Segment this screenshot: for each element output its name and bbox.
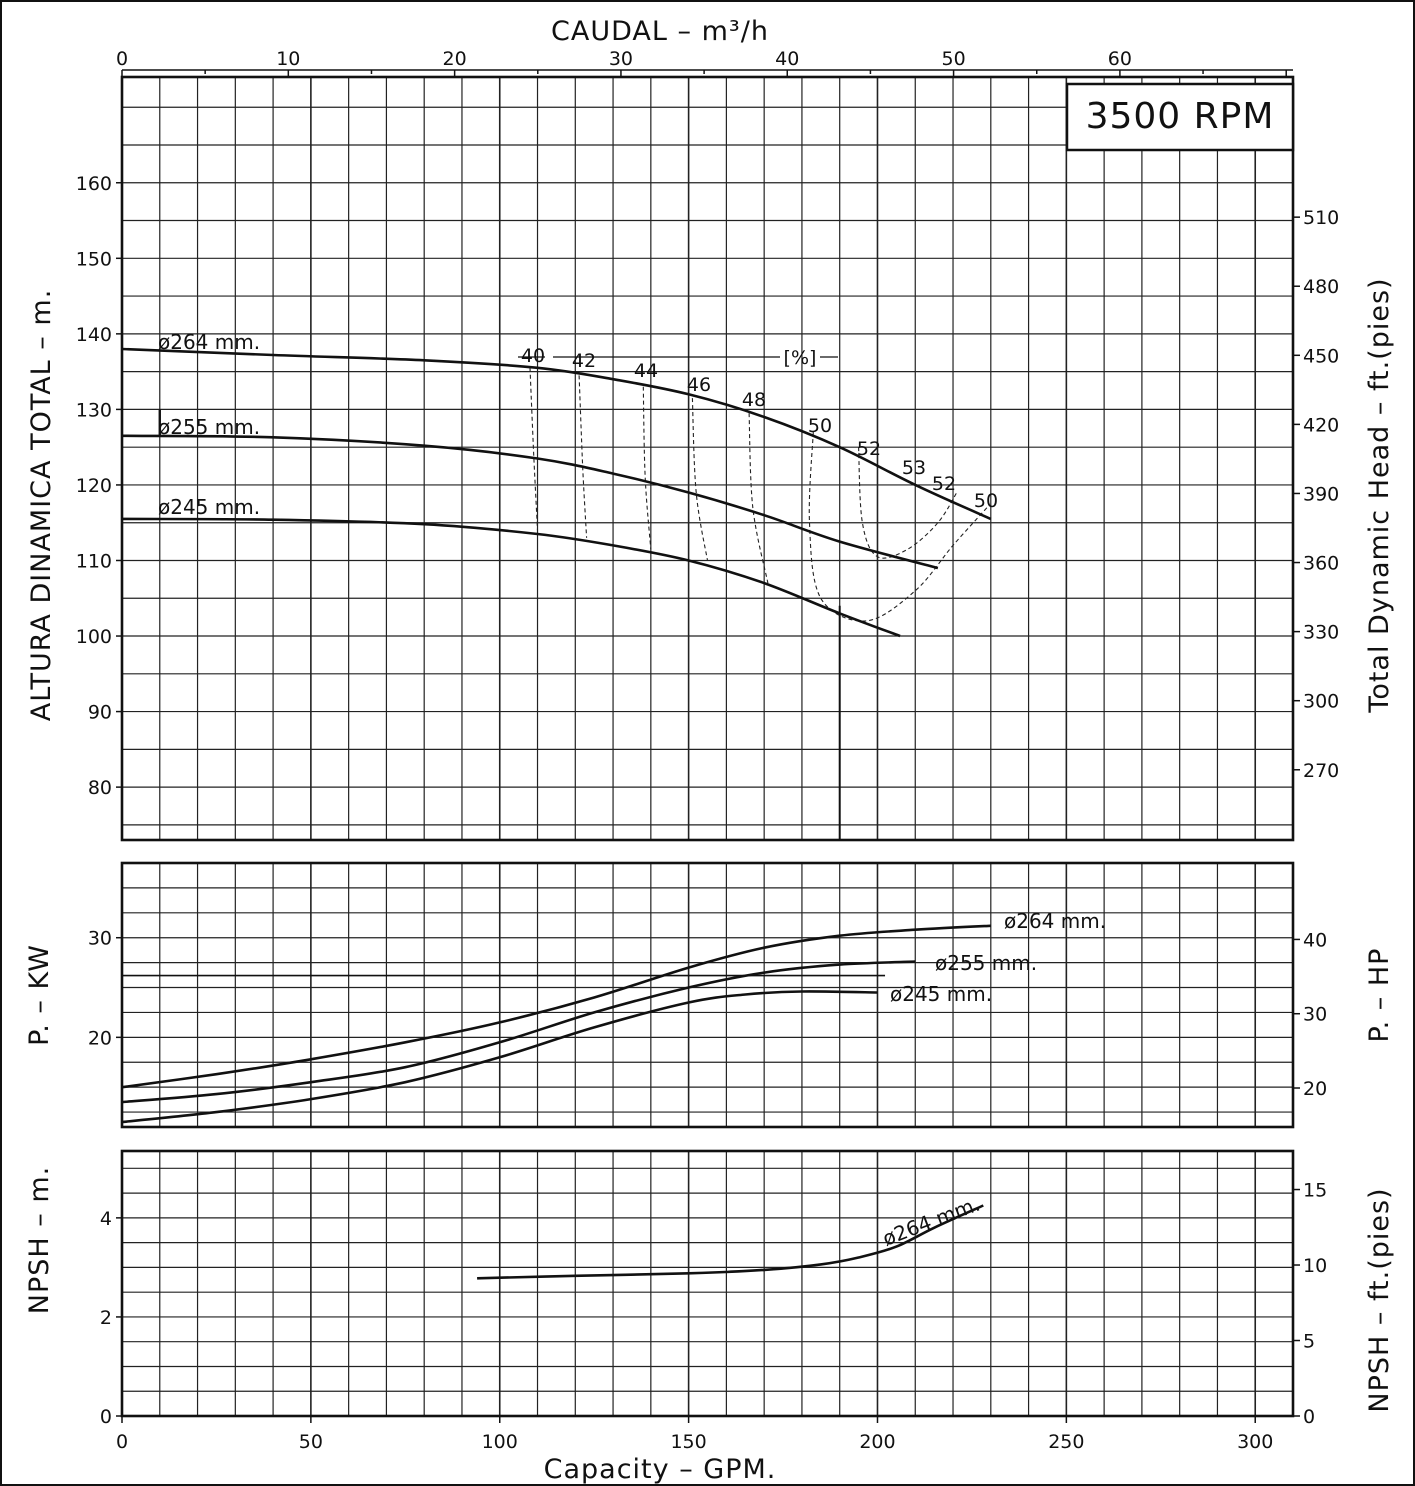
- npsh-right-tick-label: 10: [1303, 1255, 1327, 1277]
- power-left-axis-title: P. – KW: [24, 944, 55, 1046]
- npsh-right-tick-label: 5: [1303, 1331, 1315, 1353]
- top-x-tick-label: 10: [276, 48, 300, 70]
- efficiency-label: 52: [857, 438, 881, 460]
- rpm-box: [1065, 82, 1295, 152]
- efficiency-label: 40: [521, 345, 545, 367]
- head-left-tick-label: 140: [76, 324, 112, 346]
- npsh-right-axis-title: NPSH – ft.(pies): [1364, 1187, 1395, 1412]
- head-right-tick-label: 300: [1303, 691, 1339, 713]
- efficiency-contour-42: [578, 375, 588, 538]
- head-left-tick-label: 100: [76, 626, 112, 648]
- head-left-tick-label: 110: [76, 550, 112, 572]
- head-curve-label: ø255 mm.: [158, 415, 260, 439]
- head-right-tick-label: 450: [1303, 345, 1339, 367]
- top-x-axis-title: CAUDAL – m³/h: [551, 16, 769, 47]
- efficiency-label: 42: [572, 350, 596, 372]
- npsh-left-tick-label: 0: [100, 1406, 112, 1428]
- npsh-left-tick-label: 2: [100, 1307, 112, 1329]
- efficiency-label: 53: [902, 457, 926, 479]
- efficiency-label: 50: [974, 490, 998, 512]
- npsh-left-axis-title: NPSH – m.: [24, 1166, 55, 1314]
- rpm-label: 3500 RPM: [1086, 96, 1275, 137]
- power-curve-label: ø264 mm.: [1004, 909, 1106, 933]
- npsh-left-tick-label: 4: [100, 1208, 112, 1230]
- head-right-tick-label: 390: [1303, 483, 1339, 505]
- efficiency-unit-label: [%]: [784, 347, 817, 369]
- bottom-x-tick-label: 250: [1048, 1431, 1084, 1453]
- head-curve-0: [121, 347, 992, 521]
- head-right-tick-label: 480: [1303, 276, 1339, 298]
- efficiency-label: 52: [932, 473, 956, 495]
- bottom-x-tick-label: 200: [859, 1431, 895, 1453]
- head-curve-2: [121, 517, 901, 638]
- power-right-tick-label: 40: [1303, 929, 1327, 951]
- head-right-tick-label: 270: [1303, 760, 1339, 782]
- efficiency-label: 44: [634, 360, 658, 382]
- bottom-x-tick-label: 100: [482, 1431, 518, 1453]
- tick-layer: 0 10 20 30 40 50 60809010011012013014015016020…: [76, 48, 1340, 1453]
- head-left-tick-label: 90: [88, 702, 112, 724]
- head-curve-label: ø264 mm.: [158, 330, 260, 354]
- top-x-tick-label: 60: [1108, 48, 1132, 70]
- power-right-axis-title: P. – HP: [1364, 948, 1395, 1043]
- efficiency-contour-40: [529, 367, 539, 531]
- head-right-tick-label: 360: [1303, 553, 1339, 575]
- npsh-curve-label: ø264 mm.: [879, 1192, 983, 1251]
- power-panel-frame: [120, 861, 1295, 1129]
- top-x-tick-label: 20: [443, 48, 467, 70]
- series-layer: ø264 mm. ø255 mm. ø245 mm. ø264 mm. ø255 mm.…: [121, 330, 1106, 1280]
- head-right-tick-label: 510: [1303, 207, 1339, 229]
- top-x-tick-label: 0: [116, 48, 128, 70]
- power-curve-label: ø245 mm.: [890, 982, 992, 1006]
- head-curve-1: [121, 434, 939, 570]
- head-right-tick-label: 420: [1303, 414, 1339, 436]
- efficiency-label: 50: [808, 415, 832, 437]
- bottom-x-tick-label: 150: [670, 1431, 706, 1453]
- power-left-tick-label: 30: [88, 928, 112, 950]
- power-curve-label: ø255 mm.: [935, 951, 1037, 975]
- head-left-tick-label: 130: [76, 399, 112, 421]
- head-left-tick-label: 160: [76, 173, 112, 195]
- efficiency-contour-44: [642, 386, 652, 550]
- efficiency-contour-52: [858, 447, 958, 559]
- efficiency-contour-50: [808, 432, 988, 622]
- head-left-tick-label: 150: [76, 248, 112, 270]
- efficiency-label: 48: [742, 389, 766, 411]
- efficiency-contour-48: [748, 413, 769, 584]
- npsh-panel-frame: [120, 1149, 1295, 1418]
- power-right-tick-label: 30: [1303, 1004, 1327, 1026]
- bottom-x-tick-label: 0: [116, 1431, 128, 1453]
- efficiency-label: 46: [687, 374, 711, 396]
- bottom-x-tick-label: 300: [1237, 1431, 1273, 1453]
- head-right-tick-label: 330: [1303, 622, 1339, 644]
- head-left-tick-label: 80: [88, 777, 112, 799]
- top-x-tick-label: 30: [609, 48, 633, 70]
- power-curve-2: [121, 990, 878, 1124]
- top-x-tick-label: 40: [775, 48, 799, 70]
- efficiency-contour-layer: [%] 40 42 44 46 48 50 52 53 52 50: [518, 345, 998, 622]
- power-curve-0: [121, 924, 991, 1089]
- bottom-x-axis-title: Capacity – GPM.: [544, 1454, 777, 1485]
- head-left-axis-title: ALTURA DINAMICA TOTAL – m.: [26, 289, 57, 722]
- npsh-right-tick-label: 15: [1303, 1180, 1327, 1202]
- npsh-right-tick-label: 0: [1303, 1406, 1315, 1428]
- power-right-tick-label: 20: [1303, 1078, 1327, 1100]
- head-curve-label: ø245 mm.: [158, 495, 260, 519]
- bottom-x-tick-label: 50: [299, 1431, 323, 1453]
- power-left-tick-label: 20: [88, 1027, 112, 1049]
- head-left-tick-label: 120: [76, 475, 112, 497]
- top-x-tick-label: 50: [941, 48, 965, 70]
- power-curve-1: [121, 960, 916, 1104]
- npsh-curve-0: [477, 1204, 984, 1280]
- head-panel-frame: [120, 75, 1295, 842]
- head-right-axis-title: Total Dynamic Head – ft.(pies): [1364, 277, 1395, 713]
- efficiency-contour-46: [691, 398, 709, 561]
- grid-layer: [122, 77, 1293, 1417]
